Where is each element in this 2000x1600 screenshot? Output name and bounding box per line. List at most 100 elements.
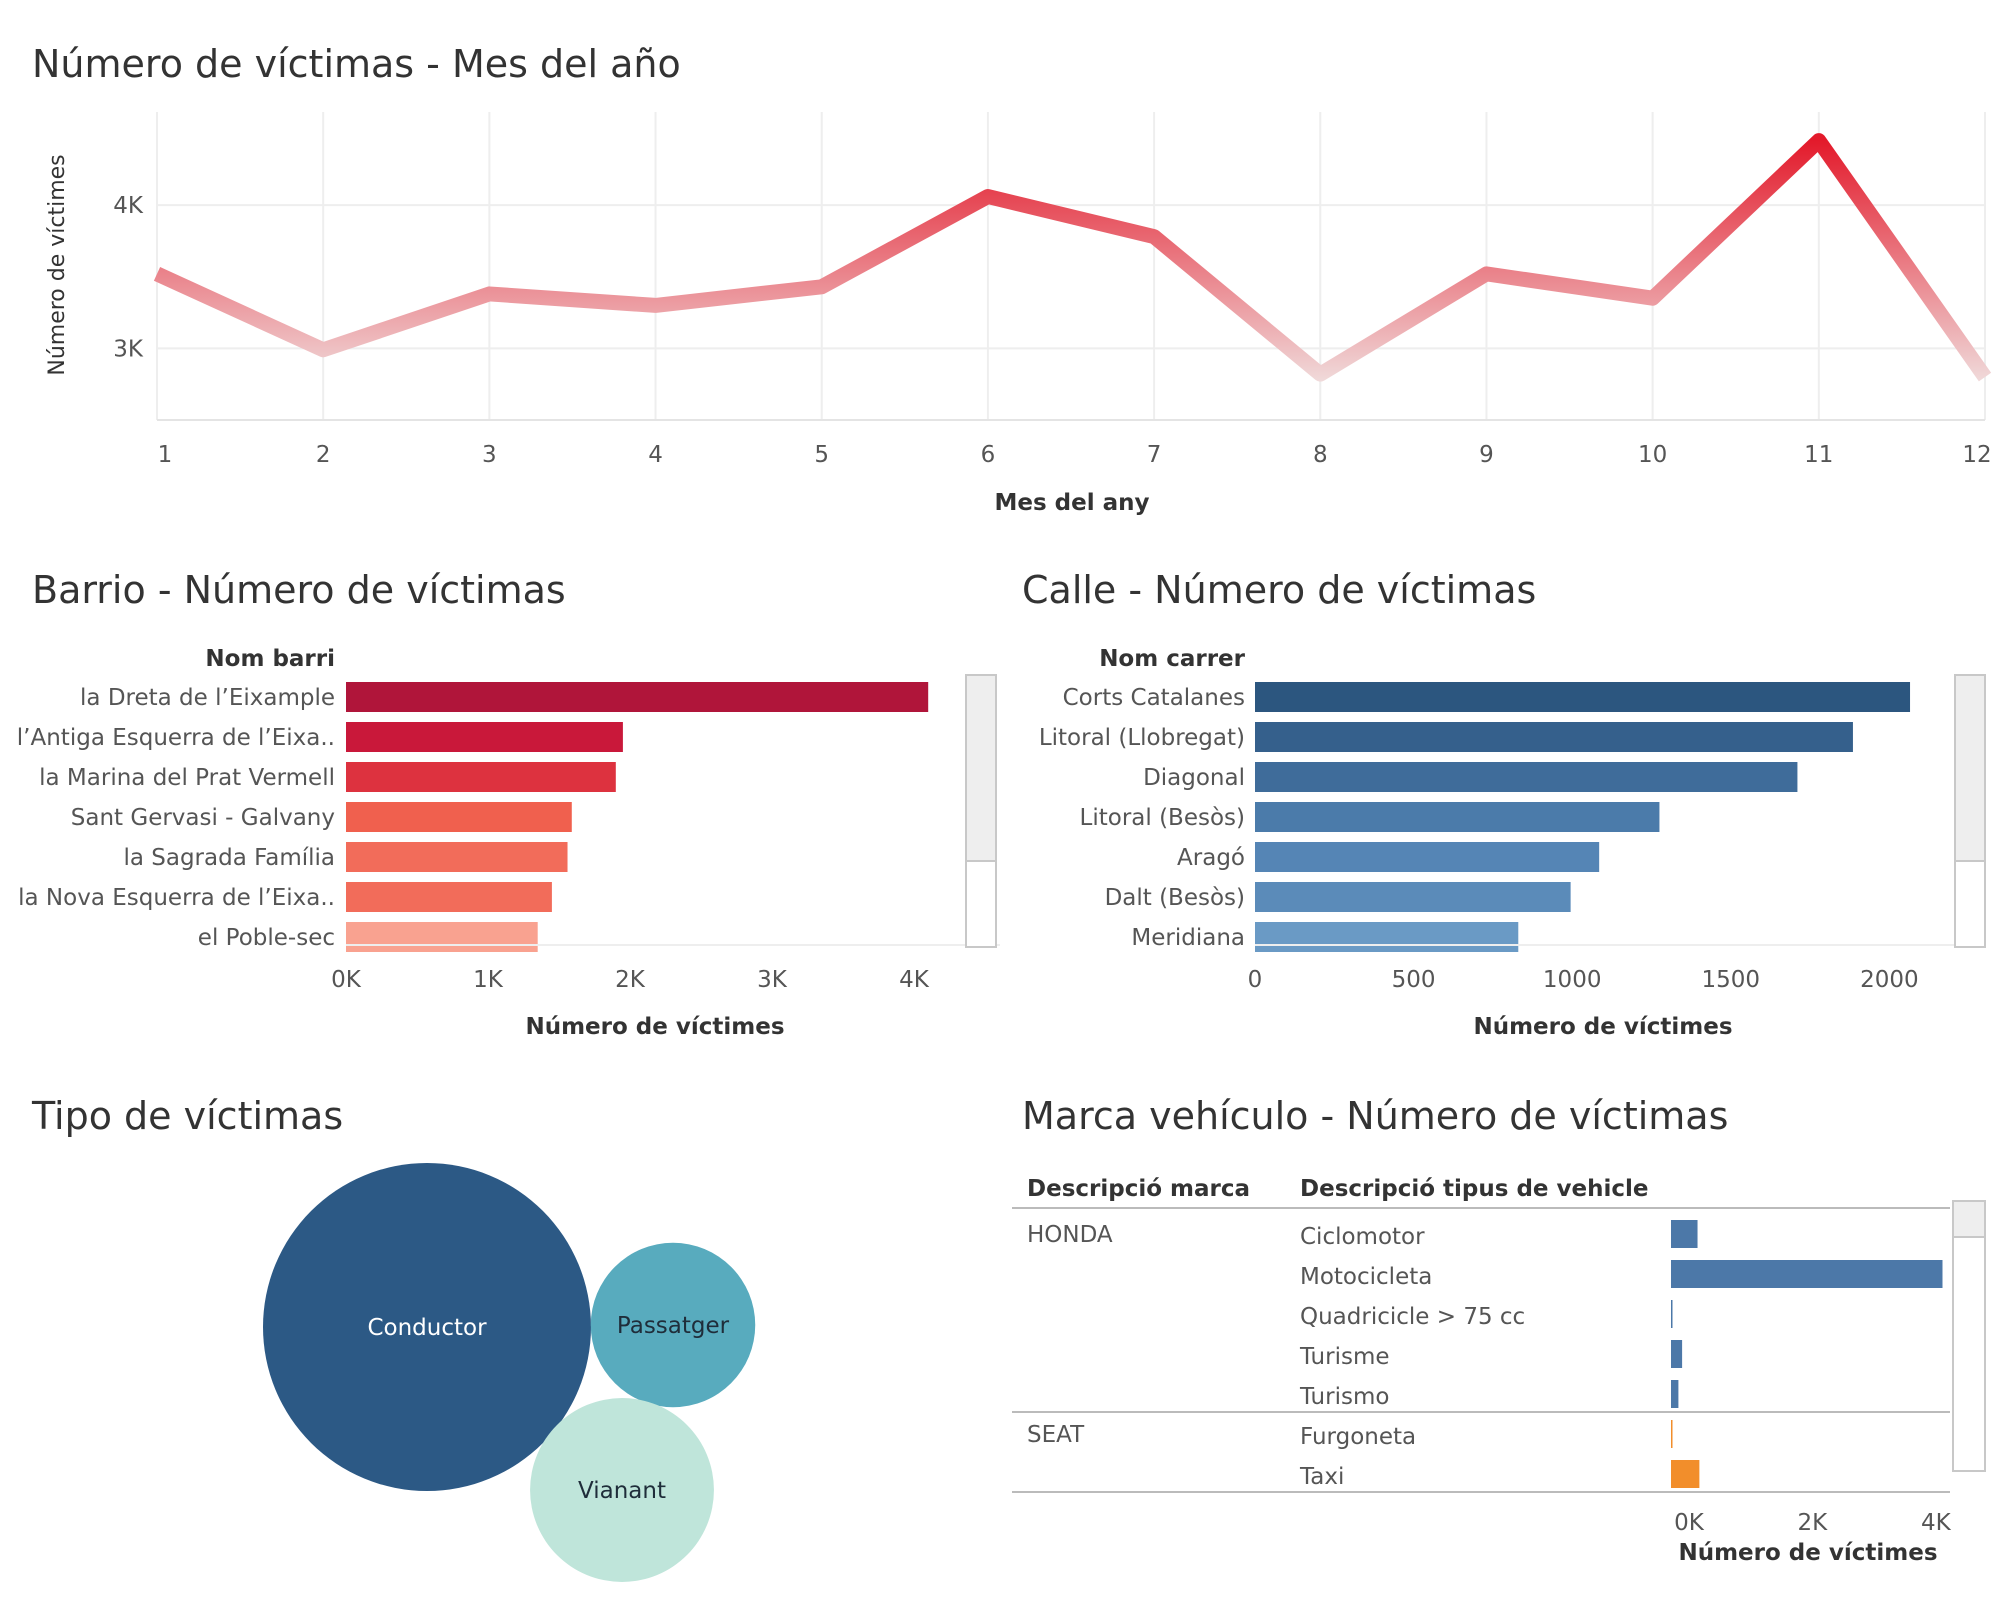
calle-bar [1255,682,1911,712]
marca-x-tick-label: 0K [1674,1510,1705,1536]
tipo-bubble-vianant [530,1398,714,1582]
marca-bar-chart[interactable]: Descripció marca Descripció tipus de veh… [1000,1150,2000,1600]
monthly-x-tick-label: 12 [1962,442,1991,468]
marca-x-tick-label: 2K [1798,1510,1829,1536]
calle-category-label: Corts Catalanes [1063,685,1245,711]
barrio-category-label: la Dreta de l’Eixample [80,685,335,711]
calle-x-tick-label: 1500 [1702,967,1761,993]
marca-type-column-header: Descripció tipus de vehicle [1300,1176,1648,1202]
barrio-scrollbar[interactable] [965,674,997,948]
barrio-bar [346,682,929,712]
marca-brand-label: SEAT [1027,1422,1085,1448]
monthly-x-tick-label: 7 [1147,442,1162,468]
monthly-y-tick-label: 3K [113,336,144,362]
tipo-bubble-label: Passatger [617,1313,730,1339]
calle-category-label: Diagonal [1143,765,1245,791]
barrio-chart-title: Barrio - Número de víctimas [32,568,566,612]
marca-type-label: Motocicleta [1300,1264,1432,1290]
calle-bar [1255,922,1519,952]
barrio-category-label: el Poble-sec [198,925,335,951]
marca-type-label: Ciclomotor [1300,1224,1425,1250]
monthly-victims-line [153,133,1992,382]
marca-x-tick-label: 4K [1921,1510,1952,1536]
monthly-x-axis-label: Mes del any [994,490,1149,516]
calle-column-header: Nom carrer [1099,646,1245,672]
marca-bar [1671,1260,1943,1288]
calle-x-axis-label: Número de víctimes [1473,1014,1732,1040]
barrio-bar [346,722,623,752]
calle-bar [1255,802,1660,832]
calle-category-label: Aragó [1177,845,1245,871]
monthly-y-axis-label: Número de víctimes [45,154,70,375]
tipo-chart-title: Tipo de víctimas [32,1094,344,1138]
marca-bar [1671,1220,1698,1248]
calle-scrollbar-thumb[interactable] [1956,676,1984,862]
monthly-chart-title: Número de víctimas - Mes del año [32,42,681,86]
monthly-x-tick-label: 3 [482,442,497,468]
calle-category-label: Meridiana [1131,925,1245,951]
monthly-x-tick-label: 10 [1638,442,1667,468]
barrio-category-label: la Sagrada Família [123,845,335,871]
calle-x-tick-label: 500 [1392,967,1436,993]
calle-x-tick-label: 0 [1248,967,1263,993]
calle-chart-title: Calle - Número de víctimas [1022,568,1537,612]
barrio-category-label: l’Antiga Esquerra de l’Eixa.. [17,725,335,751]
marca-brand-column-header: Descripció marca [1027,1176,1250,1202]
monthly-y-tick-label: 4K [113,193,144,219]
monthly-x-tick-label: 4 [648,442,663,468]
calle-category-label: Litoral (Llobregat) [1039,725,1245,751]
barrio-x-tick-label: 4K [899,967,930,993]
calle-bar [1255,882,1571,912]
tipo-bubble-conductor [263,1163,591,1491]
marca-bar [1671,1420,1673,1448]
barrio-bar-chart[interactable]: Nom barri la Dreta de l’Eixample l’Antiga… [0,630,1000,1130]
barrio-category-label: la Nova Esquerra de l’Eixa.. [18,885,335,911]
marca-scrollbar[interactable] [1952,1200,1986,1472]
barrio-bar [346,842,568,872]
barrio-x-tick-label: 2K [615,967,646,993]
marca-bar [1671,1340,1683,1368]
calle-x-tick-label: 1000 [1543,967,1602,993]
barrio-category-label: la Marina del Prat Vermell [39,765,335,791]
monthly-x-tick-label: 8 [1313,442,1328,468]
barrio-bar [346,802,572,832]
barrio-column-header: Nom barri [205,646,335,672]
monthly-x-tick-label: 6 [981,442,996,468]
marca-scrollbar-thumb[interactable] [1954,1202,1984,1238]
calle-bar [1255,762,1798,792]
marca-type-label: Turismo [1299,1384,1389,1410]
monthly-x-tick-label: 5 [814,442,829,468]
barrio-bar [346,762,616,792]
barrio-bar [346,922,538,952]
calle-bar [1255,722,1853,752]
calle-bar-chart[interactable]: Nom carrer Corts Catalanes Litoral (Llobr… [1000,630,2000,1130]
tipo-bubble-label: Conductor [367,1315,487,1341]
marca-brand-label: HONDA [1027,1222,1113,1248]
monthly-x-tick-label: 11 [1804,442,1833,468]
marca-type-label: Turisme [1299,1344,1390,1370]
marca-x-axis-label: Número de víctimes [1678,1540,1937,1566]
barrio-scrollbar-thumb[interactable] [967,676,995,862]
marca-bar [1671,1300,1673,1328]
monthly-x-tick-label: 2 [316,442,331,468]
barrio-x-tick-label: 3K [757,967,788,993]
barrio-bar [346,882,552,912]
tipo-bubble-label: Vianant [578,1478,666,1504]
tipo-bubble-chart[interactable]: Conductor Passatger Vianant [0,1150,900,1590]
calle-bar [1255,842,1600,872]
marca-type-label: Taxi [1299,1464,1344,1490]
monthly-x-tick-label: 9 [1479,442,1494,468]
marca-bar [1671,1460,1700,1488]
marca-chart-title: Marca vehículo - Número de víctimas [1022,1094,1729,1138]
barrio-x-tick-label: 0K [331,967,362,993]
barrio-x-tick-label: 1K [473,967,504,993]
marca-bar [1671,1380,1679,1408]
marca-type-label: Quadricicle > 75 cc [1300,1304,1525,1330]
barrio-category-label: Sant Gervasi - Galvany [71,805,335,831]
calle-category-label: Litoral (Besòs) [1080,805,1245,831]
calle-category-label: Dalt (Besòs) [1105,885,1245,911]
tipo-bubble-passatger [590,1242,756,1408]
barrio-x-axis-label: Número de víctimes [525,1014,784,1040]
calle-scrollbar[interactable] [1954,674,1986,948]
